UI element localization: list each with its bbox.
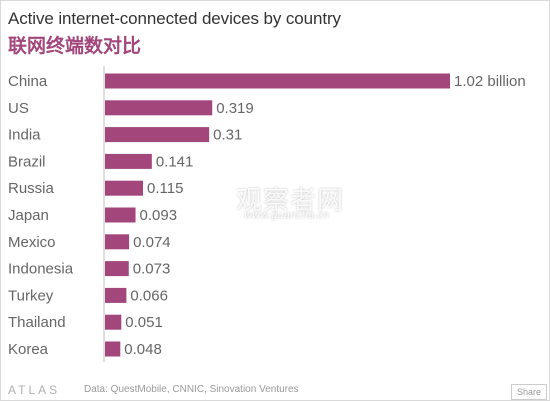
value-label: 0.31 bbox=[213, 127, 242, 144]
category-label: Thailand bbox=[8, 314, 66, 331]
value-label: 0.051 bbox=[125, 314, 163, 331]
value-label: 0.115 bbox=[147, 180, 183, 197]
chart-title: Active internet-connected devices by cou… bbox=[8, 9, 341, 28]
data-source: Data: QuestMobile, CNNIC, Sinovation Ven… bbox=[84, 384, 299, 395]
bar bbox=[105, 73, 450, 89]
bar bbox=[105, 314, 122, 330]
bar bbox=[105, 180, 144, 196]
atlas-logo: ATLAS bbox=[8, 383, 61, 397]
category-label: India bbox=[8, 127, 41, 144]
value-label: 0.141 bbox=[156, 153, 194, 170]
category-label: Russia bbox=[8, 180, 55, 197]
category-label: Korea bbox=[8, 341, 49, 358]
share-button[interactable]: Share bbox=[511, 384, 548, 400]
bar bbox=[105, 207, 136, 223]
chart-subtitle: 联网终端数对比 bbox=[8, 35, 142, 57]
bar bbox=[105, 287, 127, 303]
bar bbox=[105, 341, 121, 357]
value-label: 0.074 bbox=[133, 234, 171, 251]
category-label: US bbox=[8, 100, 29, 117]
bar bbox=[105, 234, 130, 250]
bar bbox=[105, 261, 129, 277]
value-label: 0.048 bbox=[124, 341, 162, 358]
bar bbox=[105, 100, 213, 116]
category-label: China bbox=[8, 73, 48, 90]
category-label: Japan bbox=[8, 207, 49, 224]
category-label: Turkey bbox=[8, 287, 54, 304]
value-label: 0.319 bbox=[216, 100, 254, 117]
bar bbox=[105, 153, 152, 169]
category-label: Mexico bbox=[8, 234, 56, 251]
bar bbox=[105, 127, 210, 143]
value-label: 0.093 bbox=[140, 207, 178, 224]
value-label: 0.073 bbox=[133, 261, 171, 278]
category-label: Indonesia bbox=[8, 261, 74, 278]
category-label: Brazil bbox=[8, 153, 46, 170]
value-label: 1.02 billion bbox=[454, 73, 526, 90]
value-label: 0.066 bbox=[130, 287, 168, 304]
